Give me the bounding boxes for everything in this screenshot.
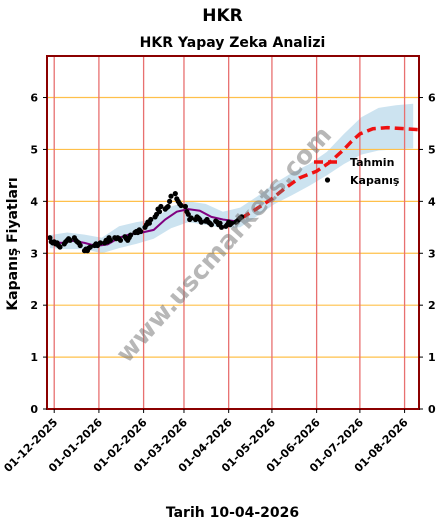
legend-label-closing: Kapanış [350,174,400,187]
y-tick-label-right: 5 [428,143,436,156]
y-tick-label: 4 [30,195,38,208]
closing-point [87,244,93,250]
closing-point [97,240,103,246]
closing-point [156,209,163,215]
forecast-path [240,125,420,220]
legend-swatch-closing [324,177,331,183]
legend-label-forecast: Tahmin [350,156,394,169]
closing-point [182,203,188,210]
fitted-line [49,208,243,248]
closing-point [208,222,214,228]
y-tick-label-right: 1 [428,351,436,364]
vertical-gridlines [53,56,406,409]
y-tick-label-right: 3 [428,247,436,260]
closing-point [185,211,191,217]
closing-point [57,244,63,250]
y-tick-label: 6 [30,92,38,105]
y-tick-labels-right: 0 1 2 3 4 5 6 [419,92,436,416]
y-tick-label: 2 [30,299,38,312]
figure-suptitle: HKR [202,6,243,26]
y-tick-label-right: 4 [428,195,436,208]
closing-point [178,202,184,209]
y-tick-label-right: 0 [428,403,436,416]
closing-points [47,191,245,254]
closing-point [167,198,173,204]
closing-point [217,220,223,226]
closing-point [158,203,164,210]
closing-point [188,215,194,221]
closing-point [77,242,83,249]
closing-point [138,228,144,235]
closing-point [165,203,171,210]
y-tick-label: 5 [30,143,38,156]
closing-point [47,235,53,241]
y-tick-label: 3 [30,247,38,260]
forecast-line [240,125,420,220]
y-tick-label: 1 [30,351,38,364]
closing-point [239,214,245,220]
closing-point [117,237,124,243]
closing-point [107,237,113,243]
x-tick-labels: 01-12-202501-01-202601-02-202601-03-2026… [1,409,411,475]
closing-point [67,237,73,243]
y-tick-label: 0 [30,403,38,416]
plot-frame [46,55,420,410]
frame-rect [46,55,420,410]
closing-point [218,224,225,230]
x-axis-label: Tarih 10-04-2026 [165,505,300,521]
legend: Tahmin Kapanış [314,156,400,187]
closing-point [229,220,235,226]
y-tick-label-right: 2 [428,299,436,312]
closing-point [172,191,178,197]
closing-point [198,219,204,225]
fit-path [49,208,243,248]
y-tick-labels-left: 0 1 2 3 4 5 6 [30,92,47,416]
y-tick-label-right: 6 [428,92,436,105]
chart-title: HKR Yapay Zeka Analizi [139,35,326,51]
closing-point [168,193,174,199]
closing-point [128,232,134,238]
closing-point [148,216,154,223]
